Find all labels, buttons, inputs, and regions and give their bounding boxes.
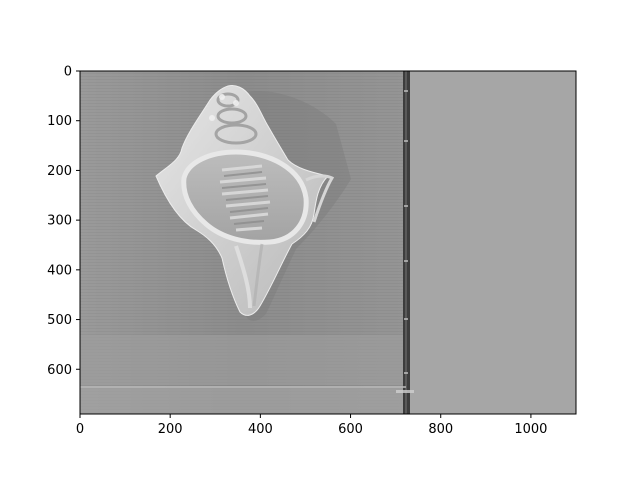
x-tick-label: 400 <box>248 422 273 437</box>
y-tick-label: 500 <box>47 313 72 328</box>
y-tick-label: 100 <box>47 114 72 129</box>
x-axis: 0 200 400 600 800 1000 <box>76 414 547 437</box>
y-tick-label: 400 <box>47 263 72 278</box>
y-tick-label: 300 <box>47 214 72 229</box>
x-tick-label: 800 <box>428 422 453 437</box>
x-tick-label: 200 <box>158 422 183 437</box>
y-tick-label: 0 <box>64 65 72 80</box>
x-tick-label: 0 <box>76 422 84 437</box>
y-tick-label: 200 <box>47 164 72 179</box>
x-tick-label: 600 <box>338 422 363 437</box>
grayscale-shell-image <box>80 71 576 414</box>
y-axis: 0 100 200 300 400 500 600 <box>47 65 80 378</box>
y-tick-label: 600 <box>47 363 72 378</box>
x-tick-label: 1000 <box>514 422 547 437</box>
plot-frame <box>79 70 577 415</box>
